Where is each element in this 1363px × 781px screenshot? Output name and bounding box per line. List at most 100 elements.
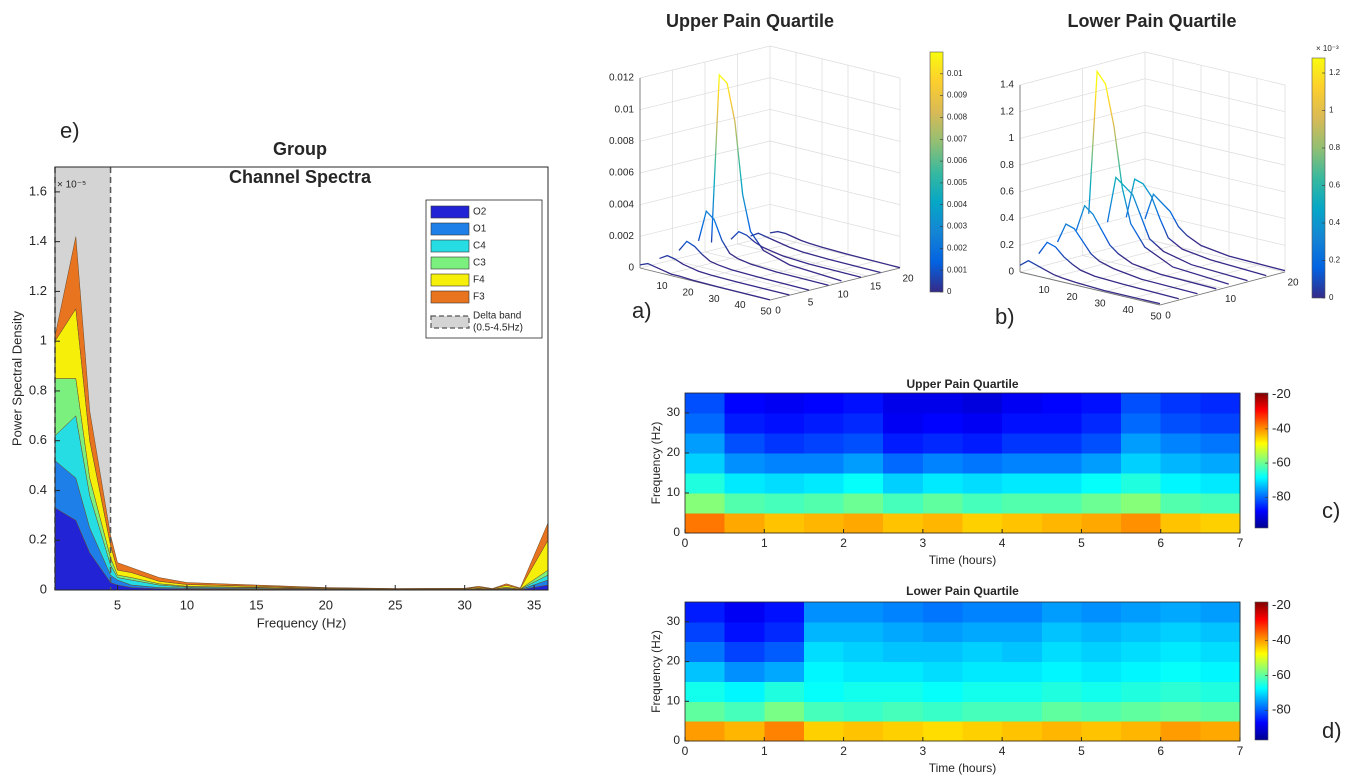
z-tick-label: 0 [628, 263, 634, 274]
spectrogram-cell [962, 641, 1003, 663]
spectrogram-cell [803, 701, 845, 722]
spectrogram-cell [1121, 393, 1162, 414]
spectrogram-cell [883, 513, 924, 534]
spectrogram-cell [962, 453, 1003, 474]
grid-line [1019, 158, 1146, 193]
spectrogram-cell [883, 473, 924, 494]
spectrogram-cell [1200, 513, 1241, 534]
spectrogram-cell [1121, 602, 1162, 623]
x-tick-label: 1 [761, 744, 768, 758]
x-tick-label: 20 [1066, 292, 1078, 303]
spectrogram-cell [962, 701, 1003, 722]
spectrogram-cell [1160, 721, 1201, 742]
z-tick-label: 0.008 [609, 136, 634, 147]
spectrogram-cell [1200, 681, 1241, 702]
x-tick-label: 10 [1038, 285, 1050, 296]
spectrogram-cell [764, 701, 805, 722]
chart-title: Lower Pain Quartile [1067, 11, 1236, 31]
spectrogram-cell [1200, 413, 1241, 434]
spectrogram-cell [685, 681, 726, 702]
spectrogram-cell [803, 641, 845, 663]
spectrogram-cell [1081, 413, 1122, 434]
spectrogram-cell [1081, 681, 1122, 702]
grid-line [1144, 51, 1286, 86]
spectrum-trace [1038, 241, 1179, 300]
spectrogram-cell [843, 433, 884, 454]
spectrogram-cell [803, 453, 845, 474]
spectrogram-cell [883, 661, 924, 682]
colorbar-tick-label: 0.8 [1329, 143, 1341, 152]
spectrogram-cell [1200, 453, 1241, 474]
x-tick-label: 3 [920, 744, 927, 758]
spectrogram-cell [962, 513, 1003, 534]
spectrogram-cell [1160, 493, 1201, 514]
spectrogram-cell [1200, 602, 1241, 623]
legend-label: C3 [473, 258, 486, 269]
spectrogram-cell [1160, 393, 1201, 414]
spectrogram-cell [1121, 413, 1162, 434]
grid-line [1144, 185, 1286, 219]
spectrogram-cell [1160, 513, 1201, 534]
grid-line [639, 172, 771, 206]
z-tick-label: 1 [1008, 133, 1014, 144]
x-tick-label: 2 [840, 536, 847, 550]
grid-line [639, 140, 771, 174]
colorbar-tick-label: 0.003 [947, 222, 968, 231]
y-tick-label: 0 [40, 581, 47, 596]
spectrogram-cell [1041, 701, 1082, 722]
spectrogram-cell [1081, 493, 1122, 514]
axis-line [1159, 271, 1286, 306]
y-tick-label: 15 [870, 282, 882, 293]
spectrogram-cell [1160, 602, 1201, 623]
spectrogram-cell [962, 393, 1003, 414]
spectrogram-cell [1081, 602, 1122, 623]
spectrogram-cell [724, 681, 765, 702]
y-tick-label: 10 [667, 693, 681, 707]
y-tick-label: 10 [1225, 294, 1237, 305]
spectrum-trace [1106, 176, 1248, 282]
spectrogram-cell [1121, 701, 1162, 722]
chart-title: Channel Spectra [229, 167, 372, 187]
spectrogram-cell [1160, 433, 1201, 454]
legend-label: C4 [473, 241, 486, 252]
legend-label: O2 [473, 207, 487, 218]
spectrogram-cell [922, 721, 963, 742]
y-tick-label: 10 [667, 485, 681, 499]
spectrogram-cell [922, 493, 963, 514]
x-tick-label: 4 [999, 744, 1006, 758]
spectrogram-cell [724, 493, 765, 514]
spectrogram-cell [803, 661, 845, 682]
x-tick-label: 40 [1122, 305, 1134, 316]
colorbar-tick-label: -20 [1272, 597, 1291, 612]
grid-line [737, 243, 868, 277]
spectrum-trace [750, 232, 881, 274]
spectrogram-cell [962, 413, 1003, 434]
x-axis-label: Time (hours) [929, 553, 997, 567]
panel-label: c) [1322, 498, 1340, 523]
grid-line [769, 77, 901, 111]
y-tick-label: 1 [40, 333, 47, 348]
spectrogram-cell [764, 721, 805, 742]
z-tick-label: 0.012 [609, 73, 634, 84]
x-tick-label: 0 [682, 536, 689, 550]
y-tick-label: 20 [667, 445, 681, 459]
y-axis-label: Frequency (Hz) [649, 422, 663, 505]
spectrogram-cell [843, 473, 884, 494]
y-tick-label: 1.2 [29, 283, 47, 298]
spectrogram-cell [843, 621, 884, 643]
colorbar-tick-label: 1.2 [1329, 68, 1341, 77]
y-tick-label: 0 [1165, 311, 1171, 322]
spectrogram-cell [962, 721, 1003, 742]
z-tick-label: 1.2 [1000, 106, 1014, 117]
spectrogram-cell [922, 393, 963, 414]
spectrogram-cell [843, 701, 884, 722]
x-tick-label: 30 [1094, 298, 1106, 309]
spectrogram-cell [1041, 493, 1082, 514]
spectrogram-cell [1002, 621, 1043, 643]
spectrogram-cell [1081, 513, 1122, 534]
y-tick-label: 20 [1287, 278, 1299, 289]
grid-line [1019, 105, 1146, 139]
spectrogram-cell [1160, 621, 1201, 643]
spectrogram-cell [883, 602, 924, 623]
spectrogram-cell [803, 493, 845, 514]
